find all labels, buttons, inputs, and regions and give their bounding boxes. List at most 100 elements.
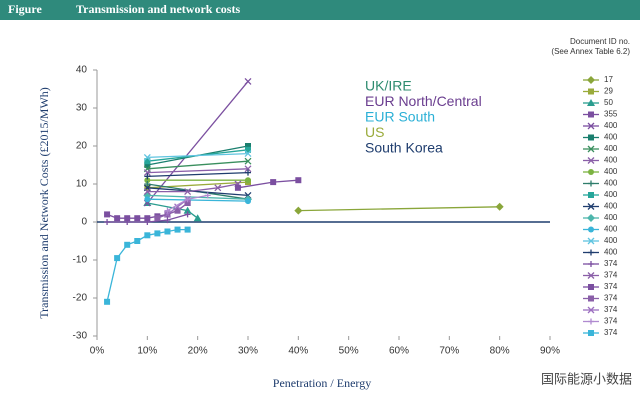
marker — [234, 184, 241, 191]
x-tick-label: 60% — [389, 346, 409, 357]
series-line — [147, 168, 249, 174]
x-tick-label: 50% — [339, 346, 359, 357]
legend-label: 374 — [604, 294, 618, 303]
marker — [245, 169, 251, 176]
legend-label: 400 — [604, 248, 618, 257]
legend-label: 400 — [604, 202, 618, 211]
legend-label: 29 — [604, 87, 613, 96]
legend-marker — [587, 214, 595, 222]
y-tick-label: -20 — [73, 293, 88, 304]
annotation: UK/IRE — [365, 78, 412, 94]
marker — [245, 146, 251, 153]
marker — [144, 162, 151, 168]
legend-label: 400 — [604, 213, 618, 222]
series-line — [147, 160, 249, 170]
marker — [124, 215, 131, 222]
legend-label: 400 — [604, 179, 618, 188]
marker — [104, 219, 111, 225]
legend-label: 374 — [604, 271, 618, 280]
legend-marker — [588, 249, 594, 256]
legend-marker — [588, 226, 594, 233]
marker — [144, 196, 151, 203]
x-axis-title: Penetration / Energy — [273, 376, 371, 390]
legend-marker — [588, 169, 594, 175]
series-line — [147, 152, 249, 159]
marker — [134, 215, 141, 222]
legend-marker — [588, 180, 594, 187]
marker — [144, 173, 151, 180]
marker — [174, 226, 181, 233]
legend-marker — [588, 318, 594, 325]
legend-label: 374 — [604, 305, 618, 314]
legend-label: 400 — [604, 121, 618, 130]
marker — [143, 169, 151, 177]
marker — [104, 298, 111, 305]
y-tick-label: -30 — [73, 331, 88, 342]
legend-marker — [587, 122, 595, 130]
x-tick-label: 10% — [137, 346, 157, 357]
legend-marker — [588, 295, 594, 302]
legend-label: 355 — [604, 110, 618, 119]
marker — [245, 198, 251, 205]
y-tick-label: 40 — [76, 65, 88, 76]
y-tick-label: -10 — [73, 255, 88, 266]
legend-label: 17 — [604, 75, 613, 84]
marker — [270, 179, 277, 186]
marker — [164, 217, 171, 224]
series-line — [147, 183, 239, 193]
legend-label: 400 — [604, 190, 618, 199]
marker — [204, 192, 211, 199]
annotation: South Korea — [365, 140, 443, 156]
x-tick-label: 90% — [540, 346, 560, 357]
y-tick-label: 30 — [76, 103, 88, 114]
marker — [164, 228, 171, 235]
legend-marker — [587, 203, 595, 210]
marker — [154, 230, 161, 237]
watermark: 国际能源小数据 — [541, 373, 632, 388]
legend-label: 400 — [604, 225, 618, 234]
legend-marker — [588, 261, 594, 267]
marker — [244, 165, 252, 173]
marker — [184, 226, 191, 233]
y-tick-label: 0 — [81, 217, 87, 228]
header-bar — [0, 0, 640, 20]
annotation: EUR South — [365, 109, 435, 125]
marker — [184, 188, 192, 196]
legend-label: 400 — [604, 144, 618, 153]
legend-marker — [588, 330, 594, 336]
legend-marker — [588, 134, 594, 141]
marker — [495, 202, 504, 211]
x-tick-label: 20% — [188, 346, 208, 357]
series-line — [106, 228, 188, 302]
legend-label: 374 — [604, 328, 618, 337]
x-tick-label: 40% — [288, 346, 308, 357]
series-line — [147, 198, 249, 202]
legend-marker — [587, 272, 595, 279]
marker — [144, 215, 151, 222]
marker — [114, 255, 121, 262]
marker — [214, 184, 222, 192]
header-label: Figure — [8, 2, 42, 16]
series-line — [147, 187, 249, 197]
marker — [164, 207, 171, 214]
legend-label: 400 — [604, 236, 618, 245]
marker — [143, 153, 151, 161]
marker — [184, 200, 191, 206]
marker — [193, 214, 202, 222]
annotation: EUR North/Central — [365, 93, 482, 109]
y-tick-label: 10 — [76, 179, 88, 190]
marker — [183, 206, 192, 214]
marker — [104, 211, 111, 218]
legend-marker — [587, 145, 595, 153]
marker — [144, 177, 151, 184]
marker — [174, 207, 181, 214]
marker — [164, 210, 171, 218]
marker — [245, 143, 251, 149]
legend-label: 374 — [604, 259, 618, 268]
marker — [114, 215, 121, 222]
marker — [144, 181, 151, 187]
header-title: Transmission and network costs — [76, 2, 240, 16]
legend-marker — [588, 111, 594, 118]
marker — [144, 158, 151, 165]
